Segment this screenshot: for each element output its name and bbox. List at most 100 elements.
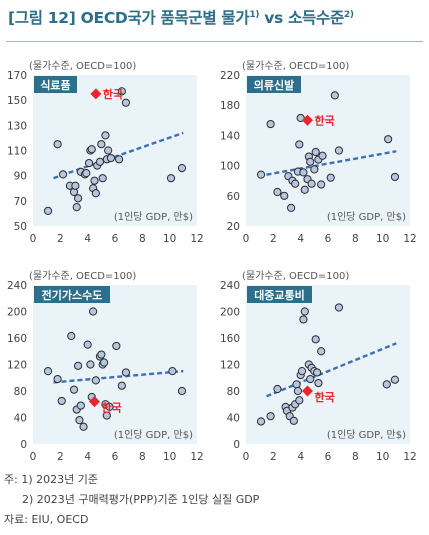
y-tick-label: 80 [227,386,240,398]
data-point [97,140,106,149]
data-point [99,358,109,367]
data-point [86,360,95,369]
y-tick-label: 60 [227,191,240,203]
data-point [91,376,100,385]
x-tick-label: 2 [270,451,277,463]
y-tick-label: 180 [220,100,240,112]
panel-background [33,75,197,226]
data-point [311,147,320,157]
x-tick-label: 4 [297,233,304,245]
figure-title-text: OECD국가 품목군별 물가 [80,9,250,27]
y-tick-label: 0 [20,439,27,451]
data-point [71,181,80,190]
figure-title-sup: 1) [249,9,260,20]
y-tick-label: 170 [7,70,27,82]
x-axis-unit-label: (1인당 GDP, 만$) [327,211,406,223]
data-point [266,119,275,129]
figure-title-vs: vs 소득수준 [264,9,344,27]
x-tick-label: 10 [163,233,176,245]
data-point [273,187,282,197]
trend-line [53,369,184,384]
data-point [312,368,322,377]
panel-background [33,285,197,444]
data-point [91,189,100,198]
data-point [293,386,303,396]
y-axis-unit-label: (물가수준, OECD=100) [242,270,349,282]
x-tick-label: 10 [376,451,389,463]
data-point [84,158,94,168]
y-tick-label: 110 [7,146,27,158]
data-point [121,98,131,107]
data-point [117,87,126,96]
y-tick-label: 40 [14,413,27,425]
data-point [104,146,113,155]
category-tag-label: 전기가스수도 [42,288,103,302]
y-tick-label: 220 [220,70,240,82]
x-tick-label: 4 [297,451,304,463]
y-tick-label: 200 [220,307,240,319]
y-tick-label: 240 [220,280,240,292]
data-point [289,416,298,425]
data-point [97,350,106,359]
note-line-2: 2) 2023년 구매력평가(PPP)기준 1인당 실질 GDP [22,493,260,506]
data-point [112,341,121,351]
y-tick-label: 70 [14,196,27,208]
data-point [334,146,344,155]
x-tick-label: 10 [163,451,176,463]
x-tick-label: 12 [190,451,203,463]
data-point [115,155,124,164]
y-tick-label: 160 [7,333,27,345]
data-point [300,185,309,194]
data-point [287,203,296,212]
data-point [168,367,177,376]
data-point [75,416,84,425]
data-point [177,386,187,396]
data-point [390,172,400,182]
y-axis-unit-label: (물가수준, OECD=100) [242,60,349,72]
data-point [106,153,116,163]
data-point [79,422,88,431]
data-point [121,368,131,377]
data-point [95,157,105,166]
data-point [326,173,335,182]
data-point [317,347,326,356]
data-point [291,179,300,188]
source-line: 자료: EIU, OECD [4,513,89,526]
korea-label: 한국 [315,390,335,404]
x-tick-label: 12 [403,233,416,245]
korea-label: 한국 [103,87,123,101]
y-tick-label: 240 [7,280,27,292]
korea-marker [302,114,313,126]
data-point [53,140,62,149]
data-point [384,135,393,144]
charts-area: (물가수준, OECD=100) 50 70 90 110 130 150 170 0 2 4 6 8 1… [7,60,417,463]
data-point [43,206,53,215]
data-point [83,340,92,349]
x-tick-label: 6 [112,451,119,463]
data-point [390,375,400,384]
y-tick-label: 80 [14,386,27,398]
y-axis-unit-label: (물가수준, OECD=100) [29,270,136,282]
data-point [318,151,327,160]
figure-label: [그림 12] [8,9,76,27]
data-point [273,384,282,394]
data-point [89,307,98,316]
y-tick-label: 150 [7,95,27,107]
data-point [90,176,99,185]
x-axis-unit-label: (1인당 GDP, 만$) [327,429,406,441]
data-point [299,168,308,177]
data-point [67,331,76,341]
x-tick-label: 6 [112,233,119,245]
data-point [256,417,266,426]
x-tick-label: 0 [30,233,37,245]
korea-marker [90,88,102,100]
category-tag [247,286,312,303]
data-point [53,374,62,384]
x-axis-unit-label: (1인당 GDP, 만$) [114,429,193,441]
x-tick-label: 2 [57,233,64,245]
x-tick-label: 10 [376,233,389,245]
y-tick-label: 160 [220,333,240,345]
y-tick-label: 40 [227,413,240,425]
data-point [300,307,309,316]
data-point [177,164,187,173]
